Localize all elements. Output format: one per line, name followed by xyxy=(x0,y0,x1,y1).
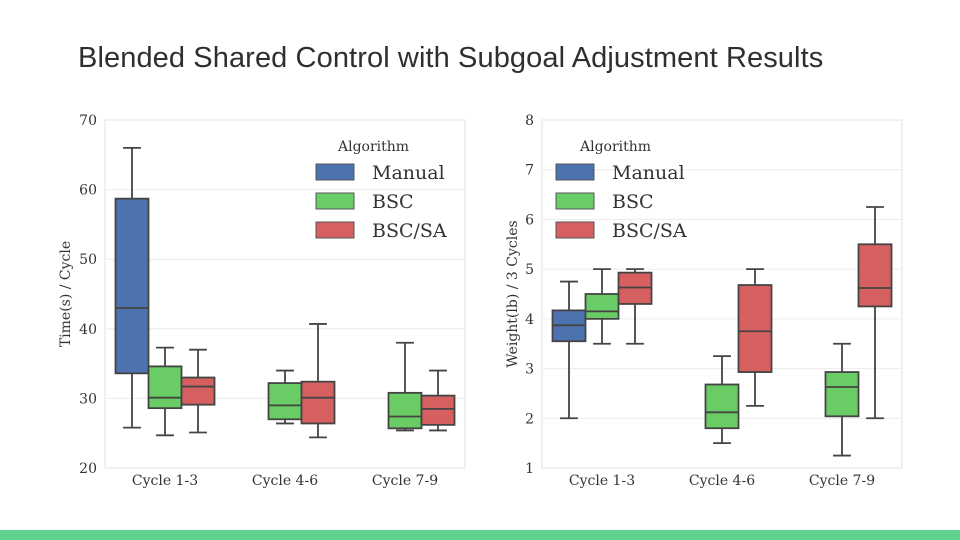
box-bsc-cycle-4-6 xyxy=(704,355,740,445)
box-manual-cycle-1-3 xyxy=(551,280,587,420)
legend-swatch-manual xyxy=(555,163,595,181)
legend-swatch-bsc xyxy=(555,192,595,210)
x-tick-label: Cycle 4-6 xyxy=(689,473,755,489)
y-tick-label: 8 xyxy=(525,113,534,129)
iqr-box xyxy=(387,391,423,430)
legend-swatch-bsc xyxy=(315,192,355,210)
legend-label-bsc-sa: BSC/SA xyxy=(372,220,447,242)
legend-title: Algorithm xyxy=(337,139,409,155)
iqr-box xyxy=(267,382,303,421)
iqr-box xyxy=(824,371,860,418)
x-tick-label: Cycle 1-3 xyxy=(132,473,198,489)
box-bsc-sa-cycle-4-6 xyxy=(737,268,773,407)
y-tick-label: 6 xyxy=(525,212,534,228)
iqr-box xyxy=(114,197,150,375)
y-axis-label: Weight(lb) / 3 Cycles xyxy=(505,220,521,367)
y-tick-label: 3 xyxy=(525,362,534,378)
legend-label-bsc: BSC xyxy=(372,191,414,213)
legend-label-manual: Manual xyxy=(612,162,685,184)
box-bsc-sa-cycle-1-3 xyxy=(617,268,653,345)
y-tick-label: 4 xyxy=(525,312,534,328)
box-bsc-sa-cycle-1-3 xyxy=(180,348,216,434)
box-manual-cycle-1-3 xyxy=(114,146,150,429)
legend-label-bsc-sa: BSC/SA xyxy=(612,220,687,242)
iqr-box xyxy=(180,376,216,406)
y-tick-label: 1 xyxy=(525,461,534,477)
footer-accent-bar xyxy=(0,530,960,540)
chart-2: 1 2 3 4 5 6 7 8 Weight(lb) / 3 Cycles Cycle 1-3 Cy… xyxy=(505,113,903,489)
box-bsc-cycle-4-6 xyxy=(267,369,303,425)
box-bsc-cycle-1-3 xyxy=(147,346,183,437)
iqr-box xyxy=(300,380,336,425)
box-bsc-sa-cycle-7-9 xyxy=(857,206,893,420)
box-bsc-sa-cycle-4-6 xyxy=(300,323,336,439)
chart-1: 20 30 40 50 60 70 Time(s) / Cycle Cycle 1-3 Cycl… xyxy=(58,113,466,489)
legend-swatch-manual xyxy=(315,163,355,181)
y-tick-label: 20 xyxy=(79,461,97,477)
y-tick-label: 7 xyxy=(525,163,534,179)
y-tick-label: 50 xyxy=(79,252,97,268)
legend-label-bsc: BSC xyxy=(612,191,654,213)
legend-swatch-bsc-sa xyxy=(315,221,355,239)
legend: Algorithm Manual BSC BSC/SA xyxy=(315,139,447,242)
legend-title: Algorithm xyxy=(579,139,651,155)
x-tick-label: Cycle 7-9 xyxy=(372,473,438,489)
box-bsc-cycle-1-3 xyxy=(584,268,620,345)
iqr-box xyxy=(584,293,620,320)
iqr-box xyxy=(147,365,183,410)
y-tick-label: 40 xyxy=(79,322,97,338)
x-tick-label: Cycle 1-3 xyxy=(569,473,635,489)
slide-title: Blended Shared Control with Subgoal Adju… xyxy=(78,42,824,74)
box-bsc-cycle-7-9 xyxy=(824,342,860,457)
y-tick-label: 60 xyxy=(79,183,97,199)
legend-swatch-bsc-sa xyxy=(555,221,595,239)
x-tick-label: Cycle 7-9 xyxy=(809,473,875,489)
x-tick-label: Cycle 4-6 xyxy=(252,473,318,489)
y-tick-label: 70 xyxy=(79,113,97,129)
legend: Algorithm Manual BSC BSC/SA xyxy=(555,139,687,242)
y-axis-label: Time(s) / Cycle xyxy=(58,241,74,347)
box-bsc-sa-cycle-7-9 xyxy=(420,369,456,432)
y-tick-label: 30 xyxy=(79,391,97,407)
iqr-box xyxy=(737,284,773,373)
legend-label-manual: Manual xyxy=(372,162,445,184)
iqr-box xyxy=(420,394,456,426)
y-tick-label: 2 xyxy=(525,411,534,427)
iqr-box xyxy=(704,383,740,430)
y-tick-label: 5 xyxy=(525,262,534,278)
iqr-box xyxy=(857,243,893,308)
